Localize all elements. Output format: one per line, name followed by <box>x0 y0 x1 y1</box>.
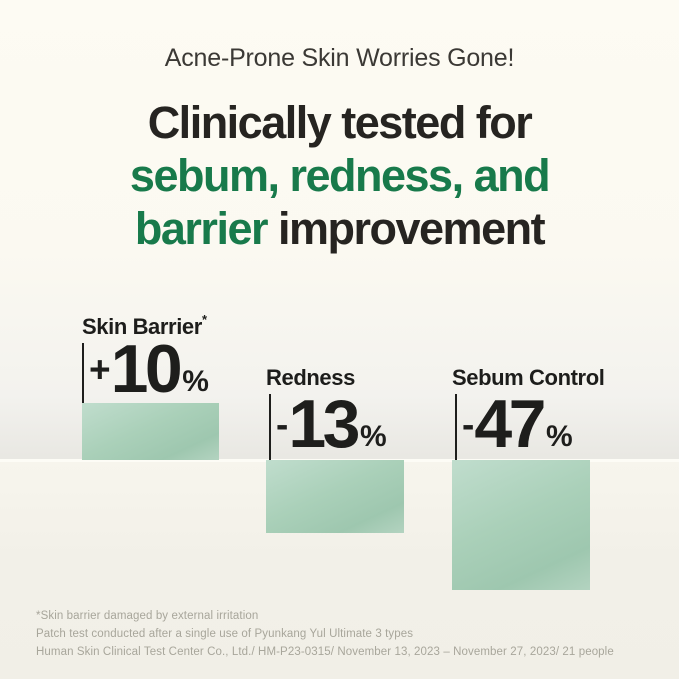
stat-number: 10 <box>110 331 183 407</box>
tagline: Acne-Prone Skin Worries Gone! <box>164 44 515 72</box>
bar-skin-barrier <box>82 403 219 460</box>
background-upper <box>0 0 679 460</box>
asterisk-note-marker: * <box>201 312 207 327</box>
stat-label-sebum-control: Sebum Control <box>452 365 605 391</box>
stat-value-sebum-control: -47% <box>462 386 573 462</box>
percent-sign: % <box>182 365 209 399</box>
stat-axis-line-redness <box>269 394 271 460</box>
footnote-line: Human Skin Clinical Test Center Co., Ltd… <box>36 646 614 658</box>
stat-value-skin-barrier: +10% <box>89 331 209 407</box>
headline-line3-highlight: barrier <box>134 203 269 254</box>
bar-redness <box>266 460 404 533</box>
minus-sign: - <box>462 404 474 446</box>
stat-label-text: Skin Barrier <box>82 314 202 339</box>
minus-sign: - <box>276 404 288 446</box>
stat-label-text: Sebum Control <box>452 365 605 390</box>
headline: Clinically tested for sebum, redness, and… <box>0 96 679 255</box>
stat-number: 47 <box>474 386 546 462</box>
plus-sign: + <box>89 349 111 391</box>
footnote-line: Patch test conducted after a single use … <box>36 628 414 640</box>
stat-label-skin-barrier: Skin Barrier* <box>82 312 207 340</box>
percent-sign: % <box>359 420 387 454</box>
headline-line2: sebum, redness, and <box>129 150 551 201</box>
stat-label-redness: Redness <box>266 365 355 391</box>
stat-label-text: Redness <box>266 365 355 390</box>
footnotes: *Skin barrier damaged by external irrita… <box>36 607 614 661</box>
stat-number: 13 <box>288 386 360 462</box>
footnote-line: *Skin barrier damaged by external irrita… <box>36 610 259 622</box>
percent-sign: % <box>545 420 573 454</box>
stat-axis-line-sebum-control <box>455 394 457 460</box>
headline-line3-rest: improvement <box>267 203 546 254</box>
headline-line1: Clinically tested for <box>147 97 533 148</box>
stat-axis-line-skin-barrier <box>82 343 84 403</box>
stat-value-redness: -13% <box>276 386 387 462</box>
bar-sebum-control <box>452 460 590 590</box>
